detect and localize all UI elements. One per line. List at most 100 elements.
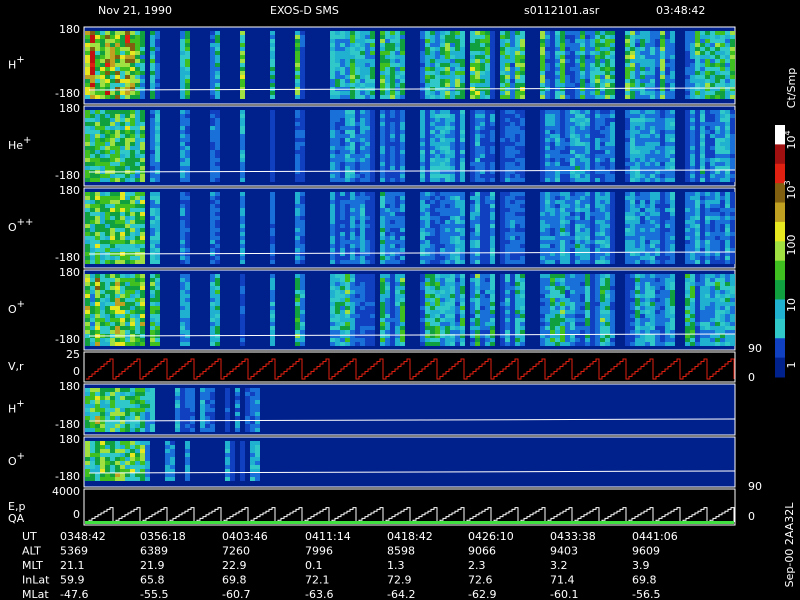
- spectrogram-cell: [365, 228, 370, 232]
- spectrogram-cell: [380, 75, 385, 79]
- spectrogram-cell: [580, 256, 585, 260]
- spectrogram-cell: [455, 166, 460, 170]
- spectrogram-cell: [105, 87, 110, 91]
- spectrogram-cell: [180, 122, 185, 126]
- spectrogram-cell: [545, 67, 550, 71]
- spectrogram-cell: [425, 95, 430, 99]
- spectrogram-cell: [600, 142, 605, 146]
- spectrogram-cell: [330, 126, 335, 130]
- spectrogram-cell: [270, 114, 275, 118]
- spectrogram-cell: [425, 55, 430, 59]
- spectrogram-cell: [105, 63, 110, 67]
- spectrogram-cell: [645, 118, 650, 122]
- spectrogram-cell: [105, 91, 110, 95]
- spectrogram-cell: [360, 162, 365, 166]
- spectrogram-cell: [485, 110, 490, 114]
- spectrogram-cell: [565, 110, 570, 114]
- spectrogram-cell: [105, 220, 110, 224]
- spectrogram-cell: [360, 256, 365, 260]
- spectrogram-cell: [600, 166, 605, 170]
- spectrogram-cell: [600, 91, 605, 95]
- spectrogram-cell: [470, 43, 475, 47]
- spectrogram-cell: [610, 248, 615, 252]
- spectrogram-cell: [185, 158, 190, 162]
- spectrogram-cell: [115, 95, 120, 99]
- spectrogram-cell: [155, 216, 160, 220]
- spectrogram-cell: [210, 200, 215, 204]
- spectrogram-cell: [395, 59, 400, 63]
- spectrogram-cell: [720, 83, 725, 87]
- spectrogram-cell: [585, 162, 590, 166]
- spectrogram-cell: [595, 196, 600, 200]
- spectrogram-cell: [725, 142, 730, 146]
- spectrogram-cell: [345, 126, 350, 130]
- spectrogram-cell: [270, 91, 275, 95]
- spectrogram-cell: [295, 146, 300, 150]
- spectrogram-cell: [725, 130, 730, 134]
- spectrogram-cell: [670, 260, 675, 264]
- spectrogram-cell: [105, 290, 110, 294]
- spectrogram-cell: [490, 114, 495, 118]
- spectrogram-cell: [565, 39, 570, 43]
- spectrogram-cell: [590, 208, 595, 212]
- spectrogram-cell: [450, 43, 455, 47]
- spectrogram-cell: [330, 67, 335, 71]
- spectrogram-cell: [335, 55, 340, 59]
- spectrogram-cell: [85, 35, 90, 39]
- spectrogram-cell: [690, 39, 695, 43]
- spectrogram-cell: [610, 142, 615, 146]
- spectrogram-cell: [385, 232, 390, 236]
- spectrogram-cell: [95, 260, 100, 264]
- spectrogram-cell: [510, 71, 515, 75]
- spectrogram-cell: [510, 158, 515, 162]
- spectrogram-cell: [565, 142, 570, 146]
- spectrogram-cell: [460, 244, 465, 248]
- spectrogram-cell: [355, 79, 360, 83]
- spectrogram-cell: [560, 110, 565, 114]
- spectrogram-cell: [350, 154, 355, 158]
- spectrogram-cell: [450, 71, 455, 75]
- spectrogram-cell: [110, 318, 115, 322]
- spectrogram-cell: [515, 114, 520, 118]
- spectrogram-cell: [155, 118, 160, 122]
- spectrogram-cell: [635, 95, 640, 99]
- spectrogram-cell: [270, 142, 275, 146]
- spectrogram-cell: [435, 75, 440, 79]
- spectrogram-cell: [655, 87, 660, 91]
- spectrogram-cell: [350, 200, 355, 204]
- spectrogram-cell: [360, 216, 365, 220]
- spectrogram-cell: [555, 51, 560, 55]
- spectrogram-cell: [345, 95, 350, 99]
- spectrogram-cell: [715, 35, 720, 39]
- spectrogram-cell: [510, 200, 515, 204]
- spectrogram-cell: [270, 83, 275, 87]
- spectrogram-cell: [150, 126, 155, 130]
- spectrogram-cell: [150, 236, 155, 240]
- spectrogram-cell: [380, 126, 385, 130]
- spectrogram-cell: [585, 220, 590, 224]
- spectrogram-cell: [395, 224, 400, 228]
- spectrogram-cell: [725, 79, 730, 83]
- spectrogram-cell: [515, 166, 520, 170]
- spectrogram-cell: [445, 236, 450, 240]
- spectrogram-cell: [670, 200, 675, 204]
- spectrogram-cell: [650, 67, 655, 71]
- spectrogram-cell: [455, 220, 460, 224]
- spectrogram-cell: [210, 138, 215, 142]
- spectrogram-cell: [90, 310, 95, 314]
- spectrogram-cell: [355, 51, 360, 55]
- spectrogram-cell: [540, 59, 545, 63]
- spectrogram-cell: [425, 216, 430, 220]
- spectrogram-cell: [400, 130, 405, 134]
- spectrogram-cell: [705, 240, 710, 244]
- spectrogram-cell: [670, 75, 675, 79]
- spectrogram-cell: [125, 174, 130, 178]
- spectrogram-cell: [730, 83, 735, 87]
- spectrogram-cell: [605, 158, 610, 162]
- spectrogram-cell: [90, 302, 95, 306]
- spectrogram-cell: [600, 154, 605, 158]
- spectrogram-cell: [115, 204, 120, 208]
- spectrogram-cell: [95, 130, 100, 134]
- spectrogram-cell: [480, 134, 485, 138]
- spectrogram-cell: [730, 126, 735, 130]
